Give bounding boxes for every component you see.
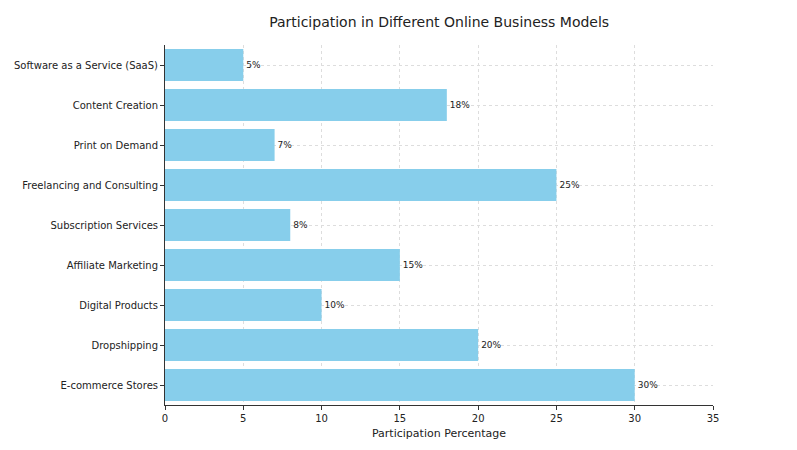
- svg-text:8%: 8%: [293, 220, 308, 230]
- svg-text:30: 30: [628, 413, 641, 424]
- svg-text:25: 25: [550, 413, 563, 424]
- svg-text:0: 0: [162, 413, 168, 424]
- svg-text:Participation in Different Onl: Participation in Different Online Busine…: [269, 14, 609, 30]
- svg-text:Digital Products: Digital Products: [79, 300, 158, 311]
- svg-text:35: 35: [707, 413, 720, 424]
- svg-text:30%: 30%: [638, 380, 658, 390]
- svg-text:Content Creation: Content Creation: [73, 100, 158, 111]
- svg-text:10%: 10%: [325, 300, 345, 310]
- svg-text:15%: 15%: [403, 260, 423, 270]
- svg-text:20%: 20%: [481, 340, 501, 350]
- svg-text:25%: 25%: [559, 180, 579, 190]
- svg-text:Affiliate Marketing: Affiliate Marketing: [67, 260, 158, 271]
- svg-text:10: 10: [315, 413, 328, 424]
- svg-text:E-commerce Stores: E-commerce Stores: [60, 380, 158, 391]
- svg-text:15: 15: [393, 413, 406, 424]
- svg-text:Participation Percentage: Participation Percentage: [372, 427, 506, 440]
- svg-text:Subscription Services: Subscription Services: [51, 220, 158, 231]
- svg-text:20: 20: [472, 413, 485, 424]
- svg-text:7%: 7%: [278, 140, 293, 150]
- svg-text:Software as a Service (SaaS): Software as a Service (SaaS): [14, 60, 158, 71]
- svg-text:Dropshipping: Dropshipping: [91, 340, 158, 351]
- svg-text:5%: 5%: [246, 60, 261, 70]
- svg-text:Freelancing and Consulting: Freelancing and Consulting: [22, 180, 158, 191]
- svg-text:5: 5: [240, 413, 246, 424]
- svg-text:18%: 18%: [450, 100, 470, 110]
- svg-text:Print on Demand: Print on Demand: [74, 140, 158, 151]
